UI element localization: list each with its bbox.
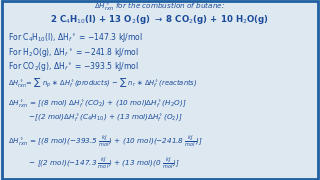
Text: $\Delta H^\circ_{rxn}$= $\sum$ n$_p$ $\ast$ $\Delta$H$^\circ_f$(products) $-$ $\: $\Delta H^\circ_{rxn}$= $\sum$ n$_p$ $\a…	[8, 76, 197, 90]
Text: $\Delta H^\circ_{rxn}$ = [(8 mol) $\Delta$H$^\circ_f$(CO$_2$) + (10 mol)$\Delta$: $\Delta H^\circ_{rxn}$ = [(8 mol) $\Delt…	[8, 98, 187, 110]
Text: $\Delta$H$^\circ_{rxn}$ for the combustion of butane:: $\Delta$H$^\circ_{rxn}$ for the combusti…	[94, 0, 226, 12]
FancyBboxPatch shape	[2, 1, 318, 179]
Text: $\Delta H^\circ_{rxn}$ = [(8 mol)($-$393.5 $\frac{kJ}{mol}$) + (10 mol)($-$241.8: $\Delta H^\circ_{rxn}$ = [(8 mol)($-$393…	[8, 134, 203, 149]
Text: 2 C$_4$H$_{10}$(l) + 13 O$_2$(g) $\rightarrow$ 8 CO$_2$(g) + 10 H$_2$O(g): 2 C$_4$H$_{10}$(l) + 13 O$_2$(g) $\right…	[51, 14, 269, 26]
Text: For H$_2$O(g), $\Delta$H$_f$$^\circ$ = $-$241.8 kJ/mol: For H$_2$O(g), $\Delta$H$_f$$^\circ$ = $…	[8, 46, 139, 59]
Text: $-$ [(2 mol)($-$147.3 $\frac{kJ}{mol}$) + (13 mol)(0 $\frac{kJ}{mol}$)]: $-$ [(2 mol)($-$147.3 $\frac{kJ}{mol}$) …	[8, 156, 180, 171]
Text: $-$[(2 mol)$\Delta$H$^\circ_f$(C$_4$H$_{10}$) + (13 mol)$\Delta$H$^\circ_f$(O$_2: $-$[(2 mol)$\Delta$H$^\circ_f$(C$_4$H$_{…	[8, 112, 182, 124]
Text: For C$_4$H$_{10}$(l), $\Delta$H$_f$$^\circ$ = $-$147.3 kJ/mol: For C$_4$H$_{10}$(l), $\Delta$H$_f$$^\ci…	[8, 31, 143, 44]
Text: For CO$_2$(g), $\Delta$H$_f$$^\circ$ = $-$393.5 kJ/mol: For CO$_2$(g), $\Delta$H$_f$$^\circ$ = $…	[8, 60, 139, 73]
